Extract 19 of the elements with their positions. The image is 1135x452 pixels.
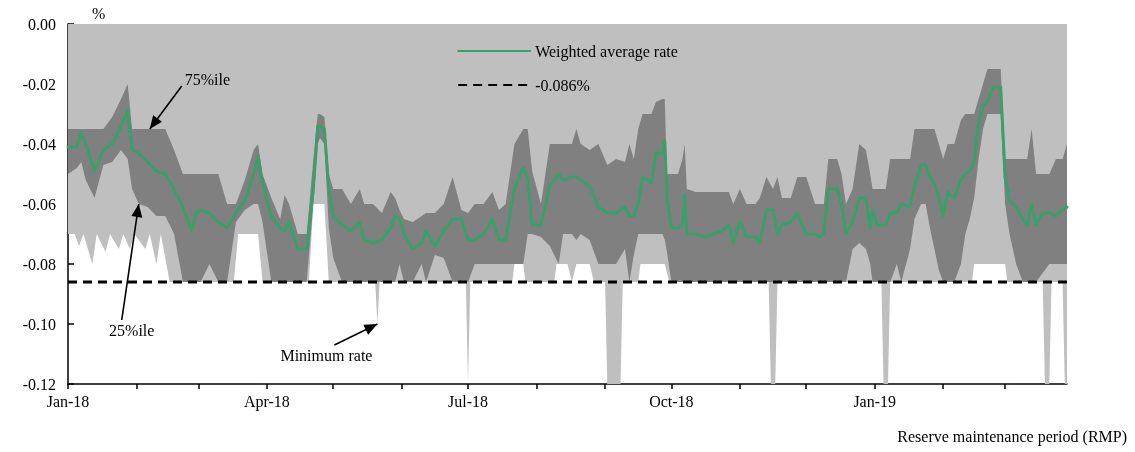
x-axis-title: Reserve maintenance period (RMP) — [897, 427, 1127, 446]
x-tick-label: Jan-19 — [853, 392, 897, 410]
legend-label: Weighted average rate — [535, 42, 678, 61]
y-tick-label: -0.04 — [22, 135, 56, 153]
y-tick-label: -0.08 — [22, 255, 56, 273]
annotation: 25%ile — [109, 321, 155, 339]
annotation: Minimum rate — [280, 346, 373, 364]
y-tick-label: -0.10 — [22, 315, 56, 333]
x-tick-label: Jan-18 — [46, 392, 90, 410]
annotation: 75%ile — [184, 70, 231, 88]
y-axis-title: % — [92, 4, 106, 22]
x-tick-label: Jul-18 — [448, 392, 489, 410]
y-tick-label: -0.02 — [22, 75, 56, 93]
y-tick-label: 0.00 — [28, 15, 56, 33]
y-tick-label: -0.06 — [22, 195, 56, 213]
legend-label: -0.086% — [535, 76, 590, 94]
x-tick-label: Oct-18 — [649, 392, 694, 410]
x-tick-label: Apr-18 — [243, 392, 290, 411]
y-tick-label: -0.12 — [22, 375, 56, 393]
